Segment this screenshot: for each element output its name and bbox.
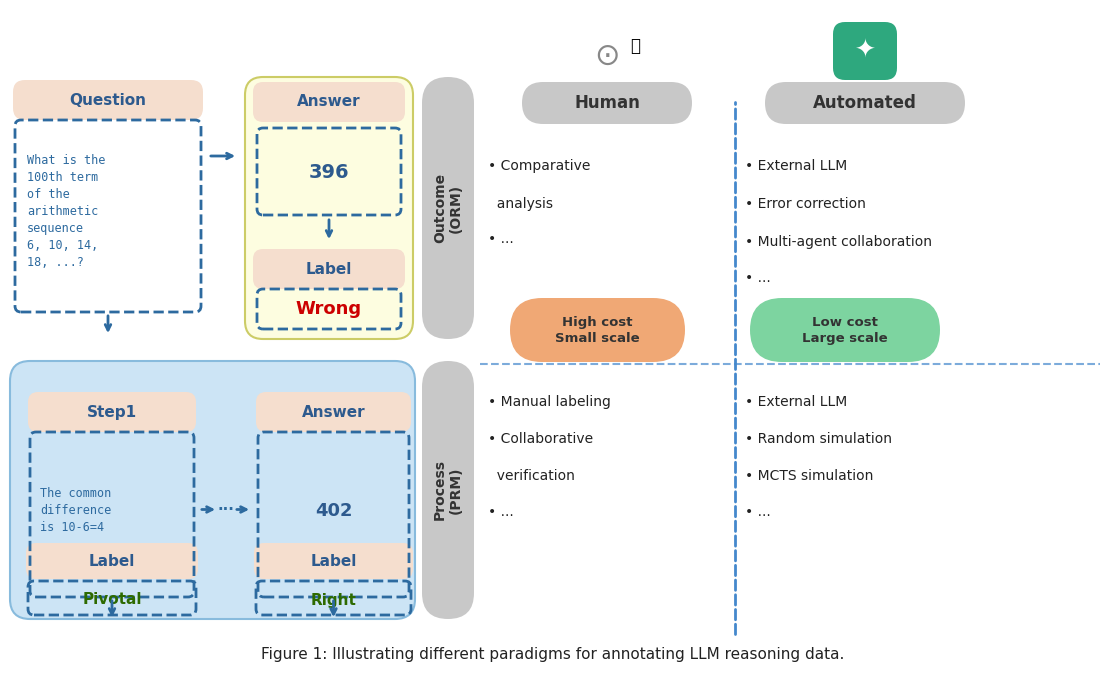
Text: Label: Label xyxy=(311,553,357,568)
Text: verification: verification xyxy=(488,469,575,483)
Text: ...: ... xyxy=(218,498,234,513)
Text: • ...: • ... xyxy=(488,232,514,246)
FancyBboxPatch shape xyxy=(422,361,474,619)
Text: Figure 1: Illustrating different paradigms for annotating LLM reasoning data.: Figure 1: Illustrating different paradig… xyxy=(261,646,845,661)
Text: Pivotal: Pivotal xyxy=(82,592,142,607)
Text: • Manual labeling: • Manual labeling xyxy=(488,395,611,409)
FancyBboxPatch shape xyxy=(246,77,413,339)
Text: What is the
100th term
of the
arithmetic
sequence
6, 10, 14,
18, ...?: What is the 100th term of the arithmetic… xyxy=(27,154,105,268)
Text: 396: 396 xyxy=(309,164,349,183)
Text: • ...: • ... xyxy=(488,505,514,519)
Text: analysis: analysis xyxy=(488,197,553,211)
Text: Process
(PRM): Process (PRM) xyxy=(432,460,463,520)
Text: 💬: 💬 xyxy=(630,37,640,55)
Text: Low cost
Large scale: Low cost Large scale xyxy=(802,315,888,344)
Text: Right: Right xyxy=(311,592,356,607)
Text: The common
difference
is 10-6=4: The common difference is 10-6=4 xyxy=(40,487,112,534)
Text: • Collaborative: • Collaborative xyxy=(488,432,593,446)
Text: • Multi-agent collaboration: • Multi-agent collaboration xyxy=(745,235,932,249)
FancyBboxPatch shape xyxy=(253,82,405,122)
FancyBboxPatch shape xyxy=(750,298,940,362)
Text: Outcome
(ORM): Outcome (ORM) xyxy=(432,173,463,243)
Text: • Random simulation: • Random simulation xyxy=(745,432,893,446)
FancyBboxPatch shape xyxy=(254,543,413,579)
FancyBboxPatch shape xyxy=(253,249,405,289)
Text: High cost
Small scale: High cost Small scale xyxy=(555,315,639,344)
Text: Human: Human xyxy=(574,94,640,112)
Text: Answer: Answer xyxy=(298,94,361,109)
Text: Question: Question xyxy=(70,92,146,107)
FancyBboxPatch shape xyxy=(10,361,415,619)
Text: Automated: Automated xyxy=(813,94,917,112)
Text: ⊙: ⊙ xyxy=(594,42,619,71)
FancyBboxPatch shape xyxy=(28,392,196,432)
Text: Wrong: Wrong xyxy=(296,300,362,318)
FancyBboxPatch shape xyxy=(522,82,692,124)
Text: • Comparative: • Comparative xyxy=(488,159,591,173)
Text: • ...: • ... xyxy=(745,505,771,519)
Text: • External LLM: • External LLM xyxy=(745,395,847,409)
Text: • Error correction: • Error correction xyxy=(745,197,866,211)
FancyBboxPatch shape xyxy=(510,298,685,362)
FancyBboxPatch shape xyxy=(765,82,966,124)
Text: Label: Label xyxy=(306,262,352,276)
Text: 402: 402 xyxy=(315,501,352,520)
FancyBboxPatch shape xyxy=(13,80,204,120)
FancyBboxPatch shape xyxy=(833,22,897,80)
FancyBboxPatch shape xyxy=(255,392,411,432)
Text: • ...: • ... xyxy=(745,271,771,285)
Text: Label: Label xyxy=(88,553,135,568)
FancyBboxPatch shape xyxy=(27,543,198,579)
Text: ✦: ✦ xyxy=(855,39,876,63)
FancyBboxPatch shape xyxy=(422,77,474,339)
Text: • External LLM: • External LLM xyxy=(745,159,847,173)
Text: Answer: Answer xyxy=(302,404,365,419)
Text: • MCTS simulation: • MCTS simulation xyxy=(745,469,874,483)
Text: Step1: Step1 xyxy=(87,404,137,419)
